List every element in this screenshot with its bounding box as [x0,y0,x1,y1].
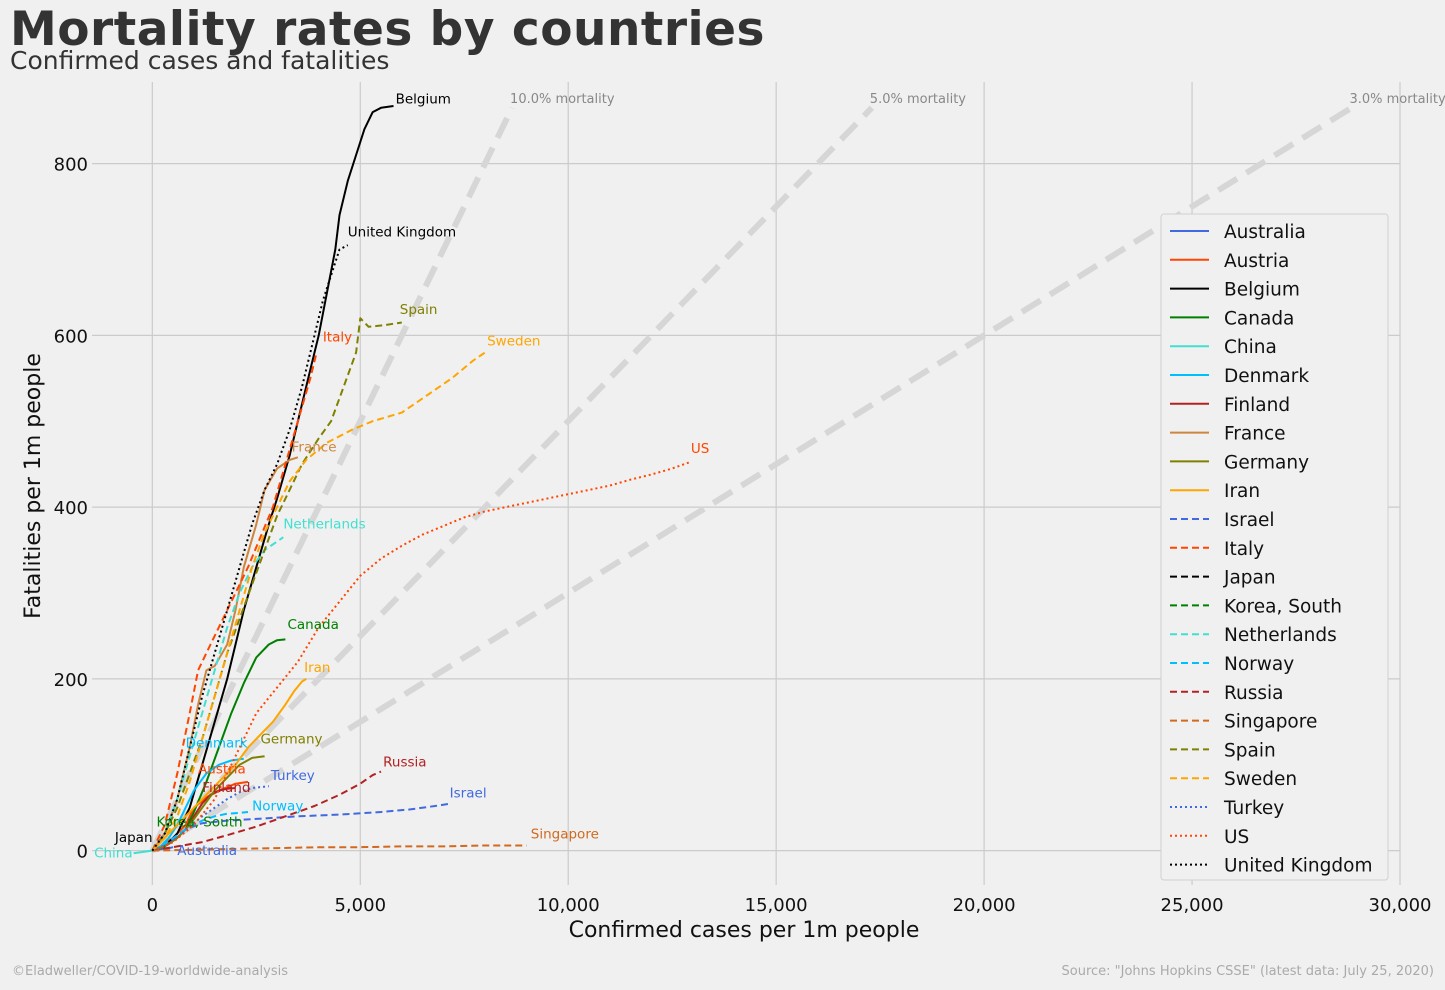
reference-line-label: 3.0% mortality [1349,92,1445,107]
legend-label: Belgium [1224,280,1300,301]
x-tick-label: 15,000 [745,895,808,916]
legend-label: Australia [1224,222,1306,243]
series-label: Australia [177,843,237,859]
legend-label: Korea, South [1224,596,1342,617]
series-line [133,849,153,855]
legend-label: US [1224,827,1249,848]
series-label: Singapore [531,827,599,843]
series-label: Denmark [186,736,248,752]
series-label: Iran [304,660,330,676]
x-tick-label: 0 [147,895,158,916]
series-line [151,461,690,852]
legend-label: Japan [1223,568,1276,589]
legend-label: China [1224,337,1277,358]
legend-label: Netherlands [1224,625,1337,646]
y-tick-label: 0 [77,842,88,863]
series-label: Belgium [396,91,451,107]
series-label: Germany [260,731,322,747]
y-tick-label: 400 [54,498,88,519]
y-tick-label: 200 [54,670,88,691]
series-label: Finland [202,780,250,796]
y-axis-label: Fatalities per 1m people [21,353,46,619]
series-label: Netherlands [283,517,365,533]
legend-label: Russia [1224,683,1284,704]
series-line [151,536,284,852]
legend-label: Sweden [1224,769,1297,790]
y-tick-label: 800 [54,155,88,176]
legend-label: France [1224,424,1286,445]
series-line [152,844,527,852]
chart-subtitle: Confirmed cases and fatalities [10,46,390,75]
footer-source: Source: "Johns Hopkins CSSE" (latest dat… [1061,964,1435,979]
legend-label: Iran [1224,481,1260,502]
x-tick-label: 30,000 [1369,895,1432,916]
legend-label: Canada [1224,308,1294,329]
series-line [151,757,244,852]
footer-credit: ©Eladweller/COVID-19-worldwide-analysis [12,964,288,979]
series-label: Norway [252,798,303,814]
x-tick-label: 10,000 [537,895,600,916]
series-label: China [94,846,133,862]
series-label: Canada [287,617,338,633]
series-label: Israel [450,785,487,801]
series-label: Korea, South [156,815,242,831]
x-tick-label: 20,000 [953,895,1016,916]
series-line [151,105,394,852]
reference-line [150,105,1354,854]
x-axis-label: Confirmed cases per 1m people [569,918,920,943]
series-line [151,811,249,852]
series-label: Japan [114,830,153,846]
chart-title: Mortality rates by countries [10,2,766,57]
series-label: Sweden [487,334,540,350]
legend-label: Austria [1224,251,1289,272]
tick-labels: 0 5,000 10,000 15,000 20,000 25,000 30,000 0 200… [54,155,1432,916]
y-tick-label: 600 [54,326,88,347]
series-line [151,351,486,852]
series-label: United Kingdom [348,225,456,241]
reference-line-label: 5.0% mortality [870,92,967,107]
legend-box [1160,213,1389,881]
series-label: Austria [198,761,246,777]
legend-label: Singapore [1224,712,1317,733]
series-lines [133,105,690,855]
legend-label: Germany [1224,452,1309,473]
reference-line-label: 10.0% mortality [510,92,615,107]
series-label: US [691,441,709,457]
series-labels: Australia Austria Belgium Canada China Denmar… [94,91,709,861]
series-line [152,770,382,852]
legend-label: Finland [1224,395,1290,416]
legend-label: United Kingdom [1224,856,1373,877]
legend-label: Denmark [1224,366,1309,387]
reference-line [150,105,874,853]
series-label: Spain [400,302,438,318]
legend-label: Norway [1224,654,1294,675]
legend-label: Israel [1224,510,1275,531]
legend-label: Turkey [1223,798,1284,819]
series-line [151,317,402,852]
series-line [151,244,349,852]
series-line [151,678,307,852]
series-label: Italy [323,329,352,345]
series-label: France [292,439,337,455]
series-line [151,352,318,852]
x-tick-label: 25,000 [1161,895,1224,916]
legend: Australia Austria Belgium Canada China Denmar… [1160,213,1389,881]
legend-label: Italy [1224,539,1264,560]
series-label: Russia [383,754,426,770]
legend-label: Spain [1224,740,1276,761]
x-tick-label: 5,000 [334,895,386,916]
series-label: Turkey [270,768,315,784]
